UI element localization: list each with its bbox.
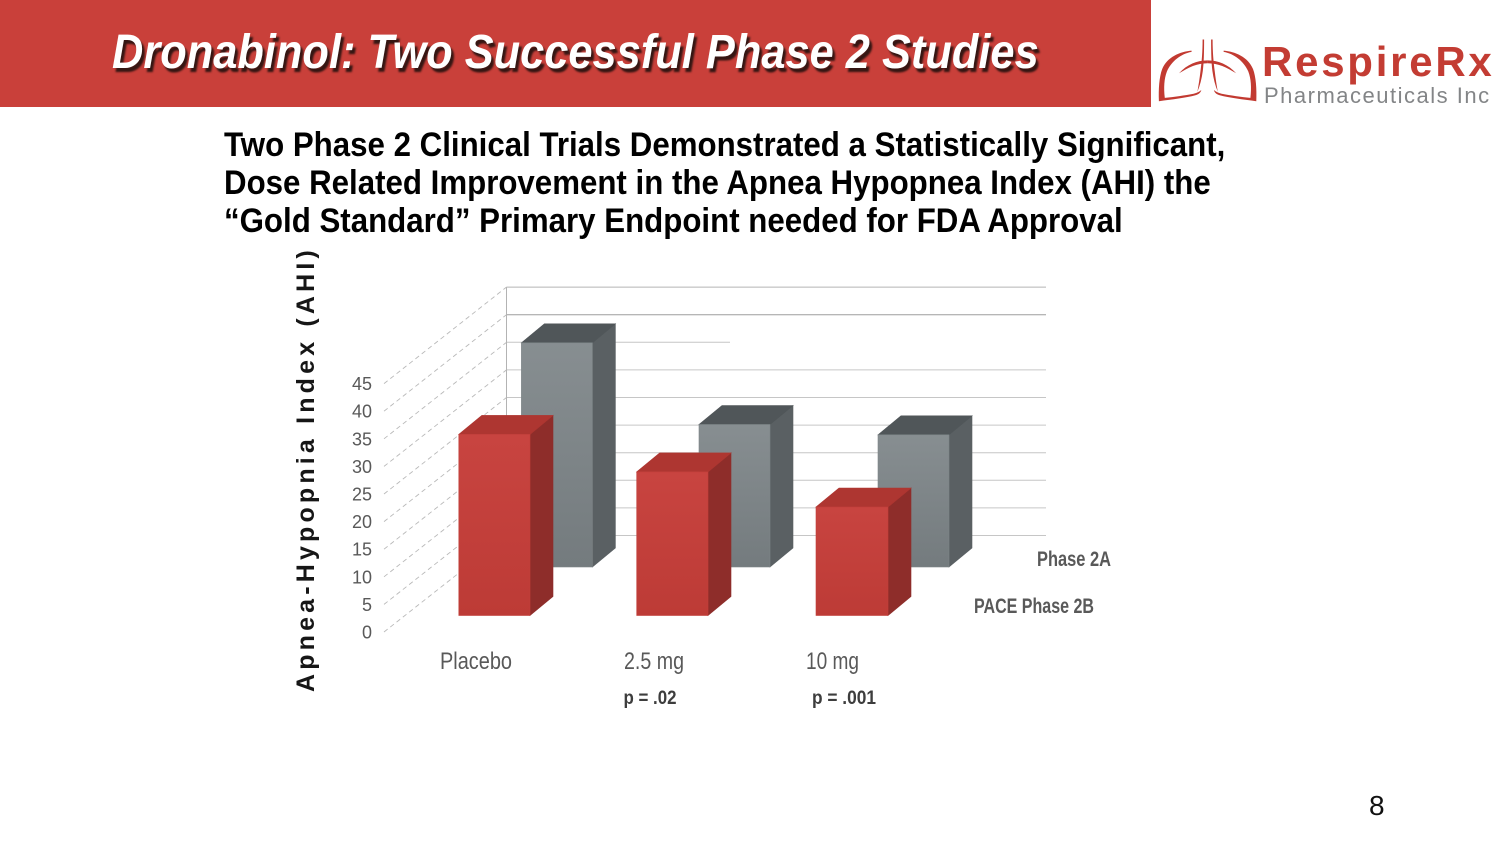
- svg-text:2.5 mg: 2.5 mg: [624, 648, 684, 675]
- svg-text:10: 10: [352, 567, 372, 587]
- svg-text:p = .001: p = .001: [812, 688, 876, 709]
- svg-text:20: 20: [352, 512, 372, 532]
- svg-text:Phase 2A: Phase 2A: [1037, 548, 1111, 571]
- svg-text:0: 0: [362, 623, 372, 643]
- svg-text:45: 45: [352, 374, 372, 394]
- svg-text:40: 40: [352, 402, 372, 422]
- svg-text:15: 15: [352, 540, 372, 560]
- svg-text:10 mg: 10 mg: [806, 648, 859, 675]
- svg-text:p = .02: p = .02: [624, 688, 677, 709]
- svg-text:30: 30: [352, 457, 372, 477]
- svg-text:Apnea-Hypopnia Index (AHI): Apnea-Hypopnia Index (AHI): [292, 246, 320, 692]
- svg-text:PACE Phase 2B: PACE Phase 2B: [974, 595, 1094, 618]
- svg-text:25: 25: [352, 485, 372, 505]
- svg-text:5: 5: [362, 595, 372, 615]
- svg-text:35: 35: [352, 429, 372, 449]
- svg-text:Placebo: Placebo: [440, 648, 512, 675]
